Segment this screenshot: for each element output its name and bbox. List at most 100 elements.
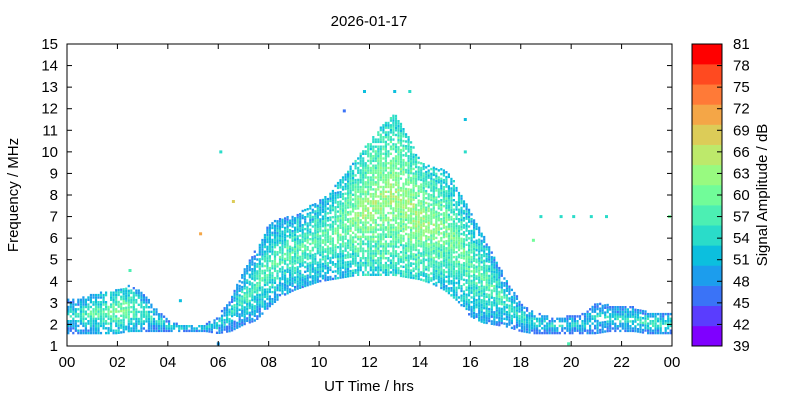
heatmap-cell-4698 — [599, 324, 601, 326]
heatmap-cell-1808 — [345, 228, 347, 230]
heatmap-cell-1211 — [294, 286, 296, 288]
heatmap-cell-3915 — [463, 200, 465, 202]
heatmap-cell-148 — [95, 303, 97, 305]
heatmap-cell-2910 — [402, 128, 404, 130]
heatmap-cell-770 — [251, 273, 253, 275]
heatmap-cell-4925 — [665, 313, 667, 315]
heatmap-cell-3952 — [466, 203, 468, 205]
heatmap-cell-3710 — [450, 218, 452, 220]
heatmap-cell-1695 — [337, 246, 339, 248]
isolated-point-7 — [464, 118, 467, 121]
heatmap-cell-730 — [246, 265, 248, 267]
heatmap-cell-3375 — [430, 211, 432, 213]
heatmap-cell-4130 — [478, 229, 480, 231]
heatmap-cell-2476 — [382, 169, 384, 171]
heatmap-cell-2965 — [408, 250, 410, 252]
heatmap-cell-4552 — [546, 332, 548, 334]
heatmap-cell-2310 — [375, 210, 377, 212]
heatmap-cell-4605 — [569, 322, 571, 324]
heatmap-cell-3943 — [466, 227, 468, 229]
heatmap-cell-3754 — [453, 225, 455, 227]
heatmap-cell-4417 — [508, 290, 510, 292]
heatmap-cell-990 — [271, 227, 273, 229]
heatmap-cell-2652 — [392, 240, 394, 242]
heatmap-cell-151 — [95, 296, 97, 298]
heatmap-cell-2297 — [375, 250, 377, 252]
heatmap-cell-1327 — [304, 261, 306, 263]
heatmap-cell-1434 — [314, 246, 316, 248]
heatmap-cell-593 — [226, 319, 228, 321]
heatmap-cell-2083 — [362, 212, 364, 214]
heatmap-cell-2528 — [385, 157, 387, 159]
heatmap-cell-2394 — [380, 245, 382, 247]
heatmap-cell-4431 — [511, 296, 513, 298]
heatmap-cell-4312 — [496, 307, 498, 309]
heatmap-cell-1072 — [279, 223, 281, 225]
heatmap-cell-4790 — [624, 323, 626, 325]
heatmap-cell-4435 — [513, 316, 515, 318]
heatmap-cell-3052 — [410, 153, 412, 155]
heatmap-cell-3385 — [430, 180, 432, 182]
heatmap-cell-4412 — [508, 307, 510, 309]
heatmap-cell-812 — [256, 289, 258, 291]
heatmap-cell-4688 — [597, 325, 599, 327]
heatmap-cell-4584 — [559, 318, 561, 320]
heatmap-cell-3991 — [468, 209, 470, 211]
heatmap-cell-4339 — [498, 307, 500, 309]
heatmap-cell-496 — [163, 316, 165, 318]
heatmap-cell-2336 — [377, 269, 379, 271]
heatmap-cell-4562 — [549, 325, 551, 327]
heatmap-cell-1345 — [307, 282, 309, 284]
heatmap-cell-1209 — [292, 216, 294, 218]
heatmap-cell-4606 — [569, 318, 571, 320]
heatmap-cell-2511 — [385, 205, 387, 207]
heatmap-cell-188 — [103, 315, 105, 317]
heatmap-cell-2546 — [387, 264, 389, 266]
heatmap-cell-1611 — [329, 243, 331, 245]
heatmap-cell-1240 — [297, 280, 299, 282]
heatmap-cell-3694 — [450, 259, 452, 261]
heatmap-cell-533 — [196, 330, 198, 332]
heatmap-cell-3089 — [413, 180, 415, 182]
heatmap-cell-4753 — [614, 325, 616, 327]
heatmap-cell-2565 — [387, 200, 389, 202]
heatmap-cell-1343 — [304, 209, 306, 211]
heatmap-cell-2715 — [395, 217, 397, 219]
heatmap-cell-2170 — [367, 210, 369, 212]
heatmap-cell-1717 — [339, 276, 341, 278]
heatmap-cell-805 — [256, 306, 258, 308]
heatmap-cell-4286 — [493, 314, 495, 316]
heatmap-cell-4051 — [473, 255, 475, 257]
heatmap-cell-632 — [234, 304, 236, 306]
heatmap-cell-82 — [82, 299, 84, 301]
heatmap-cell-3766 — [453, 187, 455, 189]
heatmap-cell-3396 — [433, 266, 435, 268]
heatmap-cell-307 — [123, 293, 125, 295]
isolated-point-11 — [560, 215, 563, 218]
heatmap-cell-4344 — [498, 293, 500, 295]
heatmap-cell-3314 — [428, 269, 430, 271]
heatmap-cell-12 — [70, 330, 72, 332]
heatmap-cell-3392 — [433, 276, 435, 278]
heatmap-cell-4225 — [486, 246, 488, 248]
heatmap-cell-3989 — [468, 213, 470, 215]
heatmap-cell-4418 — [508, 288, 510, 290]
heatmap-cell-4894 — [655, 320, 657, 322]
heatmap-cell-2820 — [400, 230, 402, 232]
heatmap-cell-1529 — [322, 230, 324, 232]
heatmap-cell-2809 — [400, 270, 402, 272]
heatmap-cell-4500 — [526, 307, 528, 309]
heatmap-cell-3198 — [420, 245, 422, 247]
heatmap-cell-1965 — [355, 207, 357, 209]
heatmap-cell-2174 — [367, 198, 369, 200]
heatmap-cell-2812 — [400, 258, 402, 260]
heatmap-cell-4097 — [478, 312, 480, 314]
heatmap-cell-1105 — [284, 289, 286, 291]
heatmap-cell-4192 — [483, 248, 485, 250]
heatmap-cell-2110 — [365, 267, 367, 269]
heatmap-cell-230 — [110, 296, 112, 298]
heatmap-cell-3562 — [443, 264, 445, 266]
heatmap-cell-1616 — [329, 226, 331, 228]
heatmap-cell-3193 — [420, 271, 422, 273]
heatmap-cell-709 — [244, 271, 246, 273]
